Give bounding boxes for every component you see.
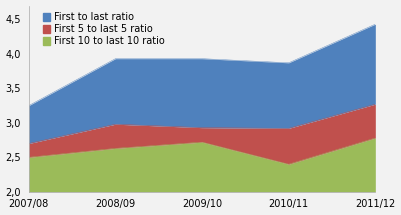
Legend: First to last ratio, First 5 to last 5 ratio, First 10 to last 10 ratio: First to last ratio, First 5 to last 5 r… xyxy=(41,10,167,48)
